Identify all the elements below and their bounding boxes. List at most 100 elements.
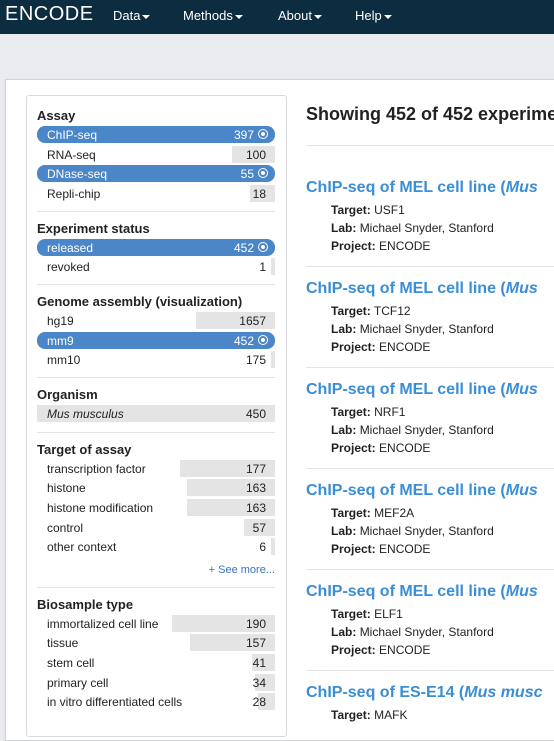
nav-label: Data (113, 8, 141, 23)
result-title-link[interactable]: ChIP-seq of MEL cell line (Mus (306, 583, 538, 601)
term-count: 163 (245, 501, 266, 515)
result-title-text: ChIP-seq of MEL cell line ( (306, 482, 506, 499)
result-lab: Lab: Michael Snyder, Stanford (331, 322, 494, 336)
term-count: 397 (233, 128, 254, 142)
result-divider (306, 266, 554, 267)
result-title-text: ChIP-seq of MEL cell line ( (306, 280, 506, 297)
project-label: Project: (331, 643, 376, 657)
term-count: 28 (252, 695, 266, 709)
facet-title-status: Experiment status (37, 221, 150, 236)
result-title-link[interactable]: ChIP-seq of MEL cell line (Mus (306, 179, 538, 197)
facet-term-repli-chip[interactable]: Repli-chip 18 (37, 185, 275, 202)
facet-term-dnase-seq[interactable]: DNase-seq 55 (37, 165, 275, 182)
facet-term-released[interactable]: released 452 (37, 239, 275, 256)
facet-term-revoked[interactable]: revoked 1 (37, 258, 275, 275)
term-count-bar (180, 460, 275, 477)
result-organism: Mus musc (464, 684, 543, 701)
facet-term-transcription-factor[interactable]: transcription factor 177 (37, 460, 275, 477)
lab-label: Lab: (331, 322, 357, 336)
remove-filter-icon[interactable] (258, 242, 268, 252)
term-count: 34 (252, 676, 266, 690)
facet-term-histone[interactable]: histone 163 (37, 479, 275, 496)
facet-title-assembly: Genome assembly (visualization) (37, 294, 243, 309)
term-count-bar (258, 693, 275, 710)
target-label: Target: (331, 708, 371, 722)
brand-logo[interactable]: ENCODE (5, 3, 94, 25)
term-label: in vitro differentiated cells (47, 695, 183, 709)
nav-label: About (278, 8, 312, 23)
term-count-bar (187, 499, 275, 516)
facet-term-mus-musculus[interactable]: Mus musculus 450 (37, 405, 275, 422)
term-count-bar (172, 615, 275, 632)
term-count-bar (37, 405, 275, 422)
result-title-link[interactable]: ChIP-seq of MEL cell line (Mus (306, 381, 538, 399)
facet-term-hg19[interactable]: hg19 1657 (37, 312, 275, 329)
nav-label: Help (355, 8, 382, 23)
term-label: Repli-chip (47, 187, 101, 201)
facet-term-mm9[interactable]: mm9 452 (37, 332, 275, 349)
facet-title-organism: Organism (37, 387, 98, 402)
facet-term-primary-cell[interactable]: primary cell 34 (37, 674, 275, 691)
term-label: stem cell (47, 656, 95, 670)
target-value: MEF2A (374, 506, 415, 520)
result-organism: Mus (505, 381, 538, 398)
result-title-text: ChIP-seq of MEL cell line ( (306, 179, 506, 196)
project-value: ENCODE (379, 340, 431, 354)
result-title-link[interactable]: ChIP-seq of MEL cell line (Mus (306, 482, 538, 500)
top-navbar: ENCODE Data Methods About Help (0, 0, 554, 34)
facet-title-target: Target of assay (37, 442, 132, 457)
remove-filter-icon[interactable] (258, 168, 268, 178)
term-count: 452 (233, 334, 254, 348)
result-project: Project: ENCODE (331, 643, 430, 657)
see-more-link[interactable]: + See more... (208, 564, 275, 576)
remove-filter-icon[interactable] (258, 335, 268, 345)
result-divider (306, 670, 554, 671)
term-count: 41 (252, 656, 266, 670)
nav-about-menu[interactable]: About (278, 8, 322, 23)
lab-label: Lab: (331, 221, 357, 235)
term-count: 18 (252, 187, 266, 201)
facet-term-in-vitro-differentiated-cells[interactable]: in vitro differentiated cells 28 (37, 693, 275, 710)
nav-help-menu[interactable]: Help (355, 8, 392, 23)
result-title-link[interactable]: ChIP-seq of MEL cell line (Mus (306, 280, 538, 298)
facet-term-control[interactable]: control 57 (37, 519, 275, 536)
term-label: revoked (47, 260, 90, 274)
facet-term-chip-seq[interactable]: ChIP-seq 397 (37, 126, 275, 143)
facet-term-stem-cell[interactable]: stem cell 41 (37, 654, 275, 671)
caret-down-icon (234, 14, 243, 19)
facet-term-histone-modification[interactable]: histone modification 163 (37, 499, 275, 516)
facet-term-other-context[interactable]: other context 6 (37, 538, 275, 555)
project-value: ENCODE (379, 441, 431, 455)
term-count-bar (271, 538, 275, 555)
project-label: Project: (331, 239, 376, 253)
term-label: mm9 (47, 334, 74, 348)
term-label: ChIP-seq (47, 128, 98, 142)
nav-data-menu[interactable]: Data (113, 8, 151, 23)
facet-term-mm10[interactable]: mm10 175 (37, 351, 275, 368)
nav-methods-menu[interactable]: Methods (183, 8, 243, 23)
target-value: MAFK (374, 708, 408, 722)
project-label: Project: (331, 340, 376, 354)
result-target: Target: NRF1 (331, 405, 405, 419)
result-divider (306, 468, 554, 469)
remove-filter-icon[interactable] (258, 129, 268, 139)
term-label: DNase-seq (47, 167, 108, 181)
facet-term-immortalized-cell-line[interactable]: immortalized cell line 190 (37, 615, 275, 632)
term-count: 157 (245, 636, 266, 650)
result-lab: Lab: Michael Snyder, Stanford (331, 423, 494, 437)
term-count: 100 (245, 148, 266, 162)
target-label: Target: (331, 203, 371, 217)
facet-term-tissue[interactable]: tissue 157 (37, 634, 275, 651)
term-label: hg19 (47, 314, 74, 328)
result-title-link[interactable]: ChIP-seq of ES-E14 (Mus musc (306, 684, 543, 702)
result-divider (306, 145, 554, 146)
term-count-bar (255, 674, 275, 691)
result-title-text: ChIP-seq of MEL cell line ( (306, 381, 506, 398)
term-label: RNA-seq (47, 148, 96, 162)
result-target: Target: TCF12 (331, 304, 411, 318)
result-title-text: ChIP-seq of ES-E14 ( (306, 684, 465, 701)
term-label: transcription factor (47, 462, 146, 476)
facet-term-rna-seq[interactable]: RNA-seq 100 (37, 146, 275, 163)
result-project: Project: ENCODE (331, 542, 430, 556)
term-label: primary cell (47, 676, 109, 690)
